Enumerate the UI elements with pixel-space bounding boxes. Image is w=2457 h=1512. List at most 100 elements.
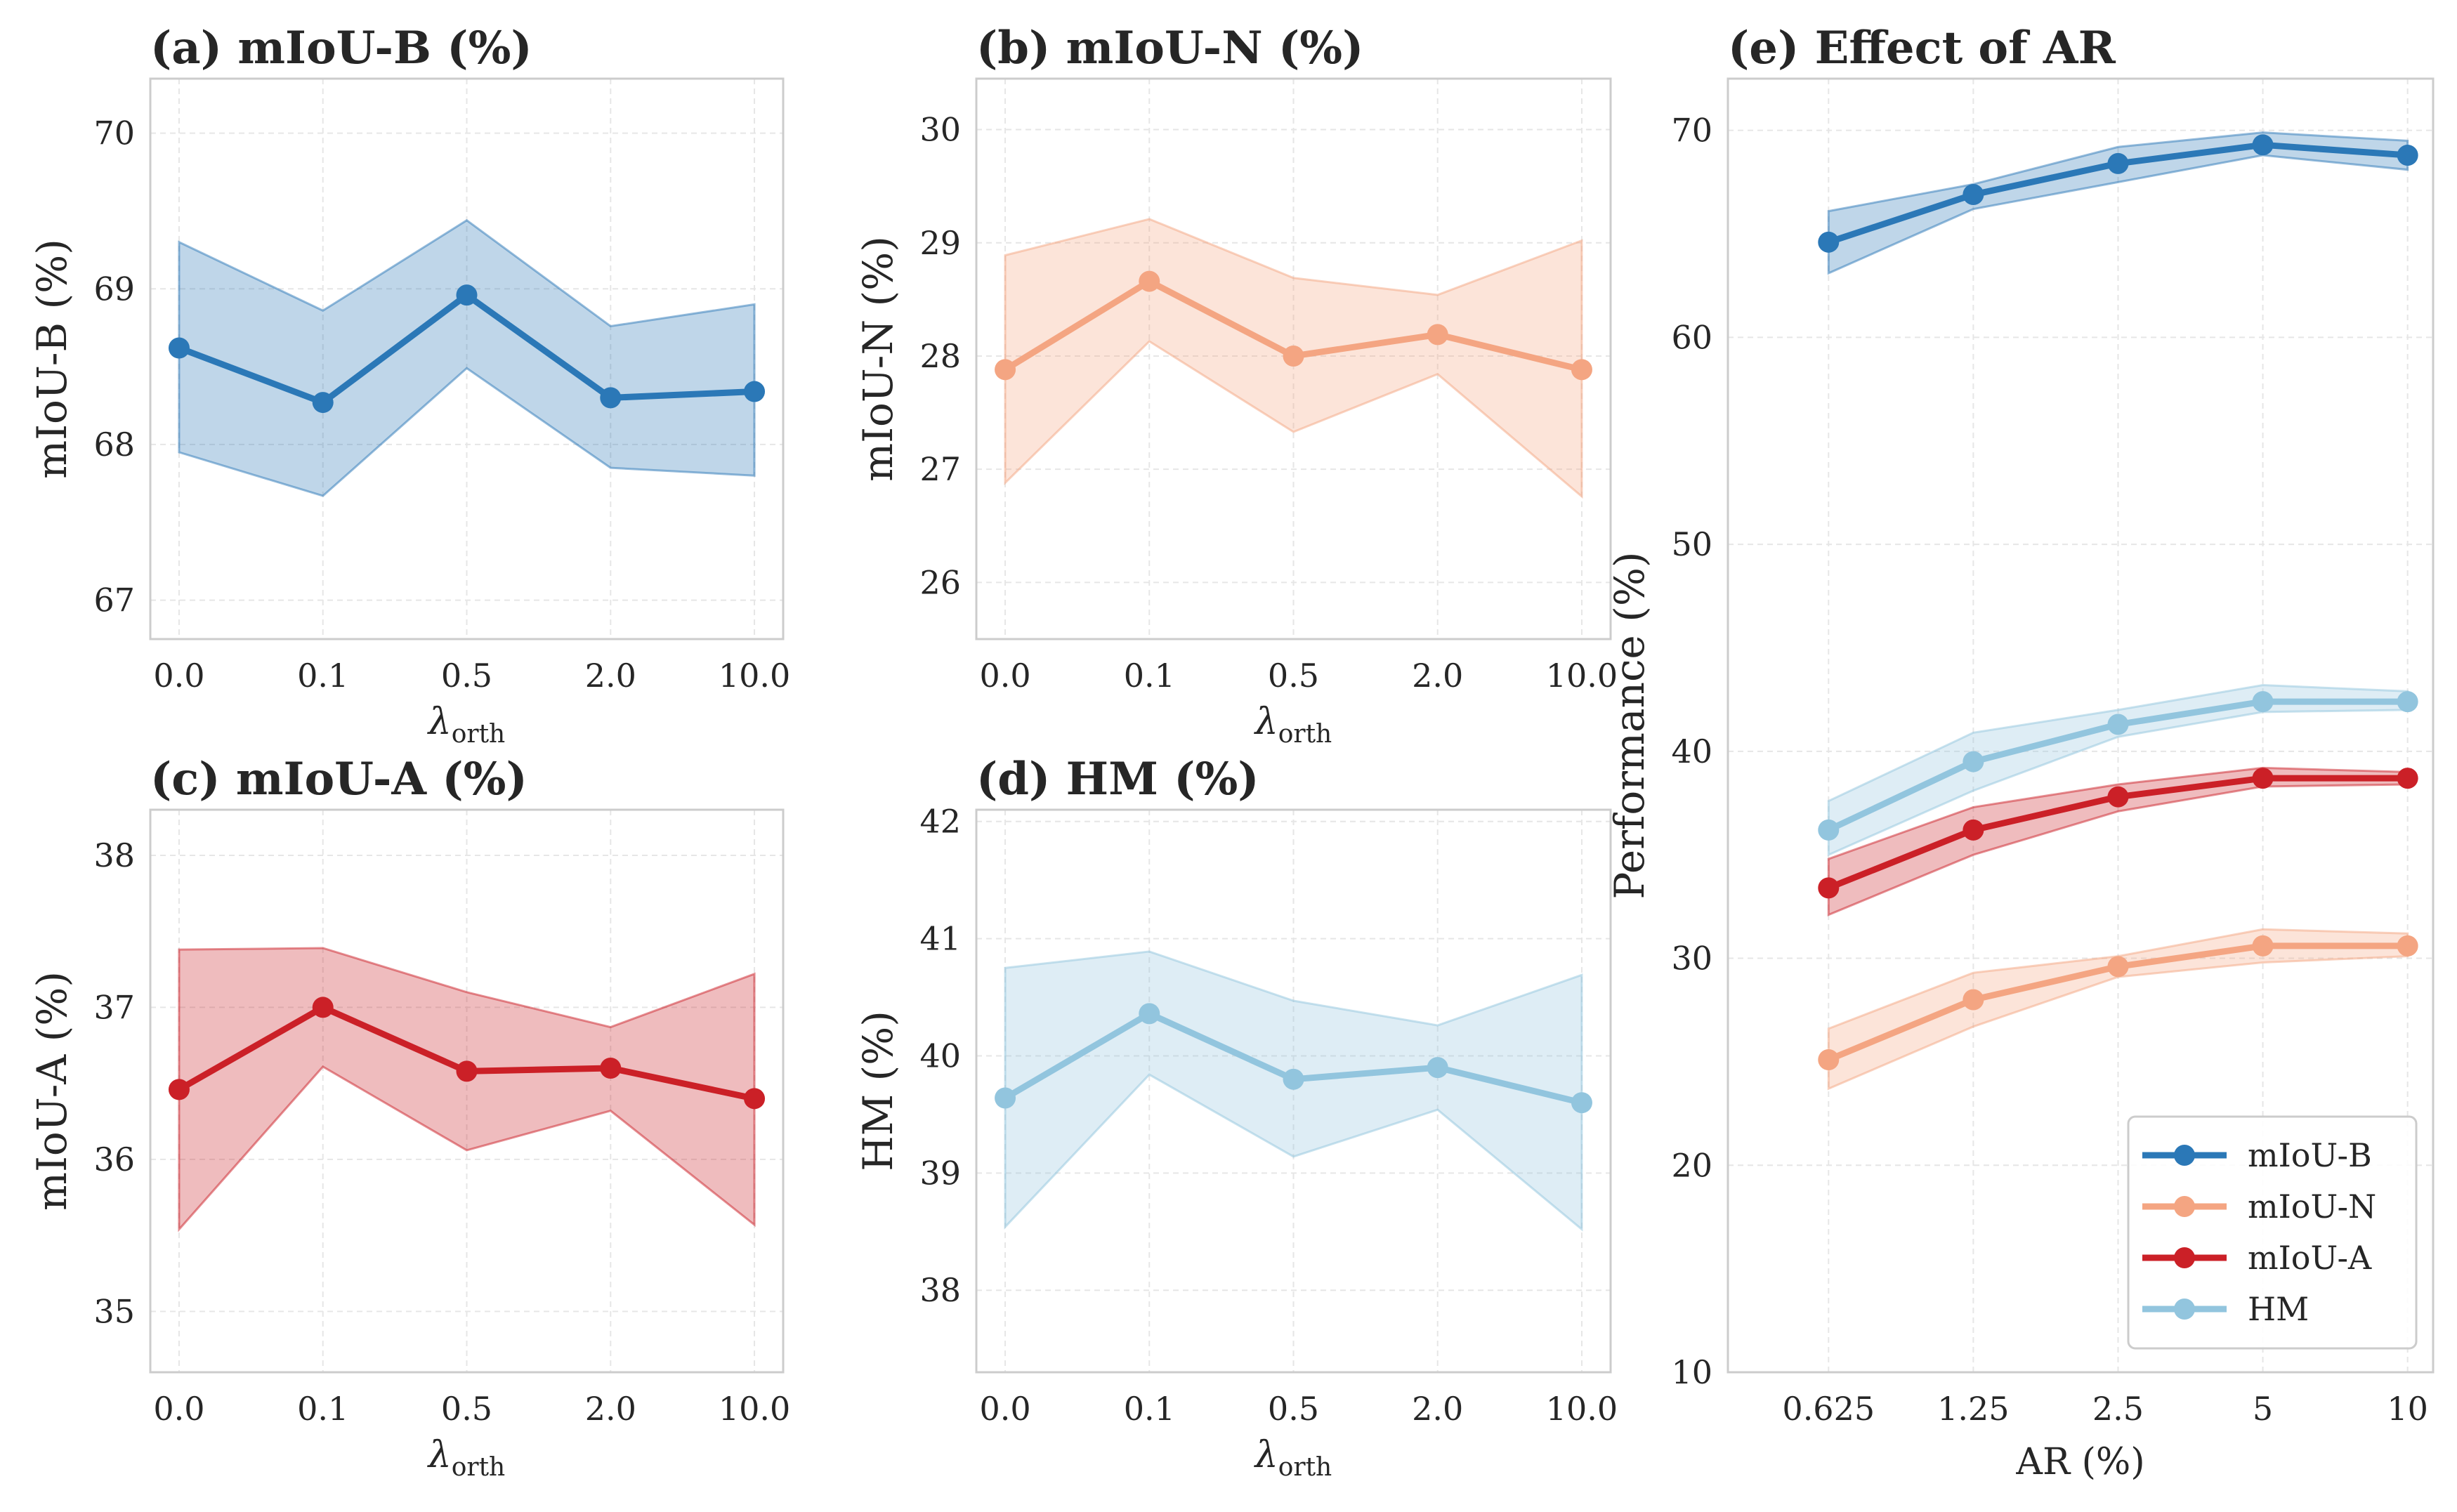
data-point (1571, 1092, 1592, 1114)
x-tick-label: 10.0 (719, 1390, 790, 1428)
data-point (1963, 184, 1984, 206)
y-tick-label: 20 (1671, 1146, 1712, 1184)
data-point (2107, 714, 2129, 735)
data-point (1427, 1057, 1448, 1079)
y-tick-label: 42 (919, 803, 961, 841)
x-axis-label-main: λ (427, 1434, 452, 1476)
axes-frame (975, 808, 1612, 1374)
data-point (168, 337, 190, 359)
y-tick-label: 28 (919, 337, 961, 375)
y-tick-label: 60 (1671, 318, 1712, 356)
y-tick-label: 27 (919, 450, 961, 488)
confidence-band (178, 947, 756, 1232)
x-tick-label: 0.5 (441, 1390, 492, 1428)
legend-label: mIoU-N (2248, 1188, 2376, 1225)
x-axis-label-sub: orth (452, 1453, 506, 1482)
legend-marker (2174, 1299, 2195, 1320)
legend-label: HM (2248, 1290, 2309, 1328)
x-axis-label: AR (%) (2015, 1441, 2144, 1483)
y-tick-label: 70 (93, 114, 135, 152)
x-tick-label: 10 (2387, 1390, 2428, 1428)
data-point (1139, 270, 1160, 292)
data-point (2107, 956, 2129, 978)
data-point (1818, 877, 1840, 899)
y-axis-label: mIoU-A (%) (28, 971, 76, 1211)
x-tick-label: 0.0 (979, 1390, 1030, 1428)
data-point (600, 387, 622, 409)
chart-title: (a) mIoU-B (%) (150, 22, 532, 74)
x-tick-label: 10.0 (1546, 1390, 1618, 1428)
x-tick-label: 10.0 (719, 657, 790, 695)
chart-title: (b) mIoU-N (%) (976, 22, 1363, 74)
x-axis-label: λorth (427, 701, 506, 749)
data-point (1283, 345, 1304, 367)
y-tick-label: 68 (93, 426, 135, 464)
y-axis-label: HM (%) (854, 1011, 902, 1171)
legend-label: mIoU-B (2248, 1136, 2372, 1174)
data-point (1963, 989, 1984, 1011)
x-axis-label-sub: orth (1278, 1453, 1332, 1482)
axes-frame (149, 77, 785, 640)
y-axis-label: mIoU-N (%) (854, 236, 902, 482)
data-point (2107, 152, 2129, 174)
data-point (995, 1087, 1016, 1109)
y-tick-label: 41 (919, 920, 961, 958)
y-tick-label: 70 (1671, 112, 1712, 150)
x-tick-label: 0.625 (1782, 1390, 1875, 1428)
x-tick-label: 2.0 (585, 1390, 636, 1428)
data-point (995, 359, 1016, 381)
data-point (2397, 935, 2418, 956)
y-tick-label: 37 (93, 988, 135, 1026)
x-axis-label-sub: orth (1278, 720, 1332, 749)
x-tick-label: 0.0 (979, 657, 1030, 695)
data-point (168, 1079, 190, 1100)
y-axis-label: mIoU-B (%) (28, 239, 76, 479)
x-tick-label: 2.0 (1412, 657, 1463, 695)
axes-frame (1727, 77, 2435, 1374)
chart-title: (e) Effect of AR (1728, 22, 2116, 74)
data-point (1818, 1048, 1840, 1070)
x-tick-label: 10.0 (1546, 657, 1618, 695)
data-point (456, 284, 478, 306)
y-tick-label: 30 (919, 111, 961, 149)
chart-panel-3: 38 39 40 41 42 0.0 0.1 0.5 2.0 10.0 (d) HM (%) HM (… (854, 753, 1618, 1482)
x-tick-label: 2.5 (2092, 1390, 2144, 1428)
x-tick-label: 0.0 (153, 657, 204, 695)
y-tick-label: 35 (93, 1292, 135, 1330)
data-point (2252, 935, 2274, 956)
y-tick-label: 26 (919, 563, 961, 601)
data-point (2397, 768, 2418, 789)
data-point (2397, 691, 2418, 713)
data-point (600, 1058, 622, 1079)
axes-frame (149, 808, 785, 1374)
chart-panel-0: 67 68 69 70 0.0 0.1 0.5 2.0 10.0 (a) mIoU-B (%) mI… (28, 22, 790, 749)
data-point (2107, 786, 2129, 808)
x-tick-label: 0.0 (153, 1390, 204, 1428)
data-point (1963, 819, 1984, 841)
x-tick-label: 1.25 (1937, 1390, 2009, 1428)
x-axis-label-sub: orth (452, 720, 506, 749)
x-tick-label: 0.1 (1124, 657, 1175, 695)
data-point (2252, 768, 2274, 789)
data-point (2397, 145, 2418, 166)
data-point (1139, 1003, 1160, 1025)
y-tick-label: 10 (1671, 1353, 1712, 1391)
y-tick-label: 36 (93, 1140, 135, 1178)
y-tick-label: 30 (1671, 940, 1712, 978)
data-point (1571, 359, 1592, 381)
data-point (312, 997, 334, 1018)
chart-panel-1: 26 27 28 29 30 0.0 0.1 0.5 2.0 10.0 (b) mIoU-N (%)… (854, 22, 1618, 749)
x-tick-label: 0.5 (1268, 1390, 1319, 1428)
axes-frame (975, 77, 1612, 640)
y-tick-label: 40 (919, 1037, 961, 1074)
data-point (1818, 819, 1840, 841)
y-tick-label: 29 (919, 224, 961, 262)
data-point (1427, 324, 1448, 346)
y-tick-label: 40 (1671, 732, 1712, 770)
chart-panel-4: 10 20 30 40 50 60 70 0.625 1.25 2.5 5 10 (e) Effect … (1606, 22, 2435, 1483)
legend-marker (2174, 1247, 2195, 1268)
y-tick-label: 69 (93, 270, 135, 308)
x-tick-label: 2.0 (1412, 1390, 1463, 1428)
x-tick-label: 0.5 (1268, 657, 1319, 695)
